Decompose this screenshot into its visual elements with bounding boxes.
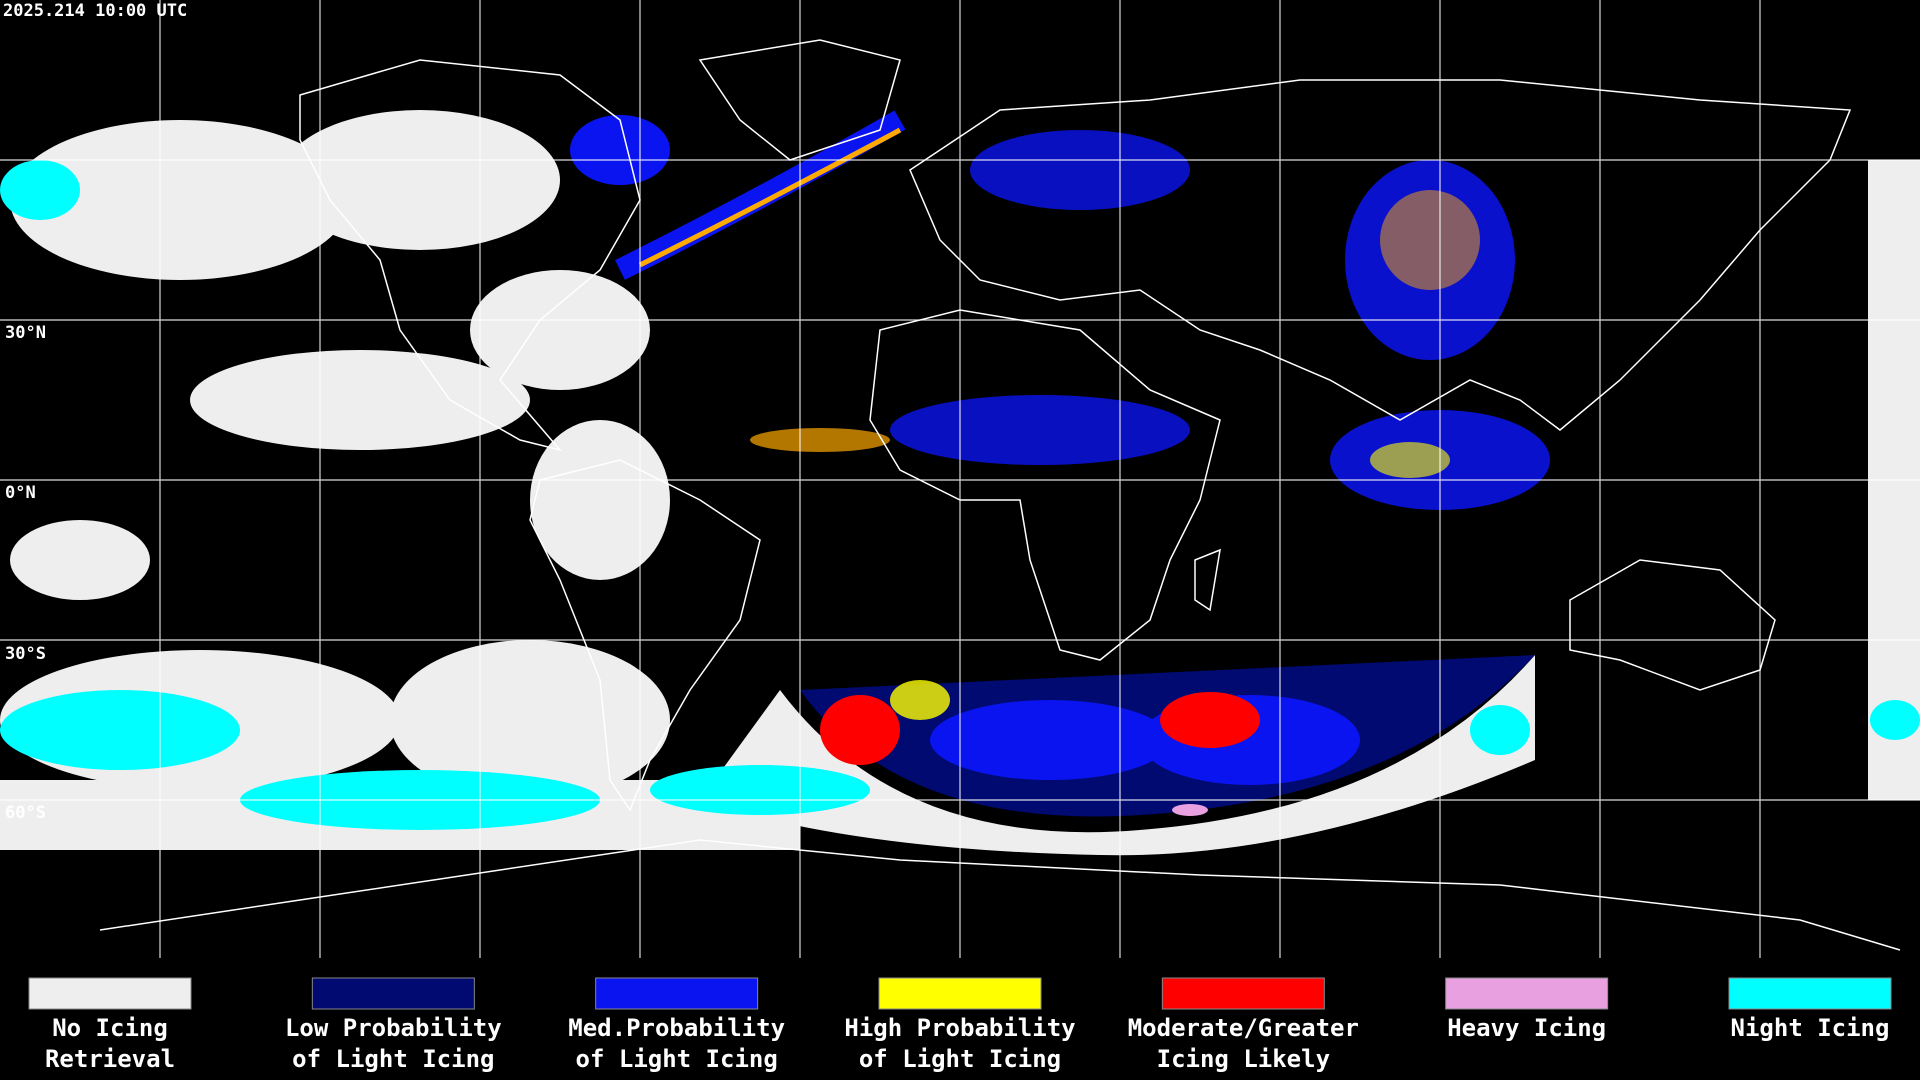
- legend-label: Med.Probability: [568, 1014, 785, 1042]
- coastlines: [99, 39, 1901, 951]
- high-icing-band: [638, 127, 902, 268]
- med-icing-region: [970, 130, 1190, 210]
- legend-label: Heavy Icing: [1447, 1014, 1606, 1042]
- moderate-icing-region: [1160, 692, 1260, 748]
- cloud-region: [470, 270, 650, 390]
- night-icing-region: [1470, 705, 1530, 755]
- coastline: [299, 59, 641, 452]
- legend-swatch: [595, 977, 759, 1010]
- legend-label: Low Probability: [285, 1014, 502, 1042]
- night-icing-region: [0, 160, 80, 220]
- legend-swatch: [878, 977, 1042, 1010]
- legend-swatch: [28, 977, 192, 1010]
- med-icing-region: [890, 395, 1190, 465]
- latitude-label: 30°S: [5, 644, 46, 664]
- map: [0, 0, 1920, 958]
- legend-label: Moderate/Greater: [1128, 1014, 1359, 1042]
- legend-label: High Probability: [844, 1014, 1075, 1042]
- legend-label: of Light Icing: [576, 1045, 778, 1073]
- moderate-icing-region: [820, 695, 900, 765]
- coastline: [1194, 548, 1221, 612]
- latitude-label: 0°N: [5, 483, 36, 503]
- legend-label: of Light Icing: [292, 1045, 494, 1073]
- cloud-region: [190, 350, 530, 450]
- legend-swatch: [1728, 977, 1892, 1010]
- cloud-region: [280, 110, 560, 250]
- night-icing-region: [650, 765, 870, 815]
- legend-label: Retrieval: [45, 1045, 175, 1073]
- timestamp: 2025.214 10:00 UTC: [3, 1, 187, 21]
- high-icing-region: [1380, 190, 1480, 290]
- legend-label: of Light Icing: [859, 1045, 1061, 1073]
- coastline: [529, 459, 761, 812]
- latitude-label: 60°S: [5, 803, 46, 823]
- legend-swatch: [1445, 977, 1609, 1010]
- legend: No Icing Retrieval Low Probability of Light…: [28, 977, 1892, 1073]
- coastline: [909, 79, 1852, 431]
- legend-swatch: [311, 977, 475, 1010]
- med-icing-region: [930, 700, 1170, 780]
- icing-regions: [570, 110, 1550, 817]
- high-icing-region: [1370, 442, 1450, 478]
- legend-label: No Icing: [52, 1014, 168, 1042]
- latitude-label: 30°N: [5, 323, 46, 343]
- coastline: [99, 839, 1901, 951]
- coastline: [698, 39, 901, 161]
- high-icing-region: [750, 428, 890, 452]
- legend-swatch: [1161, 977, 1325, 1010]
- legend-label: Icing Likely: [1157, 1045, 1330, 1073]
- high-icing-region: [890, 680, 950, 720]
- night-icing-region: [0, 690, 240, 770]
- heavy-icing-region: [1172, 804, 1208, 816]
- med-icing-band: [615, 110, 906, 280]
- night-icing-region: [1870, 700, 1920, 740]
- cloud-region: [10, 520, 150, 600]
- cloud-region: [530, 420, 670, 580]
- legend-label: Night Icing: [1731, 1014, 1890, 1042]
- graticule: [0, 0, 1920, 958]
- med-icing-region: [570, 115, 670, 185]
- cloud-crescent: [700, 655, 1535, 856]
